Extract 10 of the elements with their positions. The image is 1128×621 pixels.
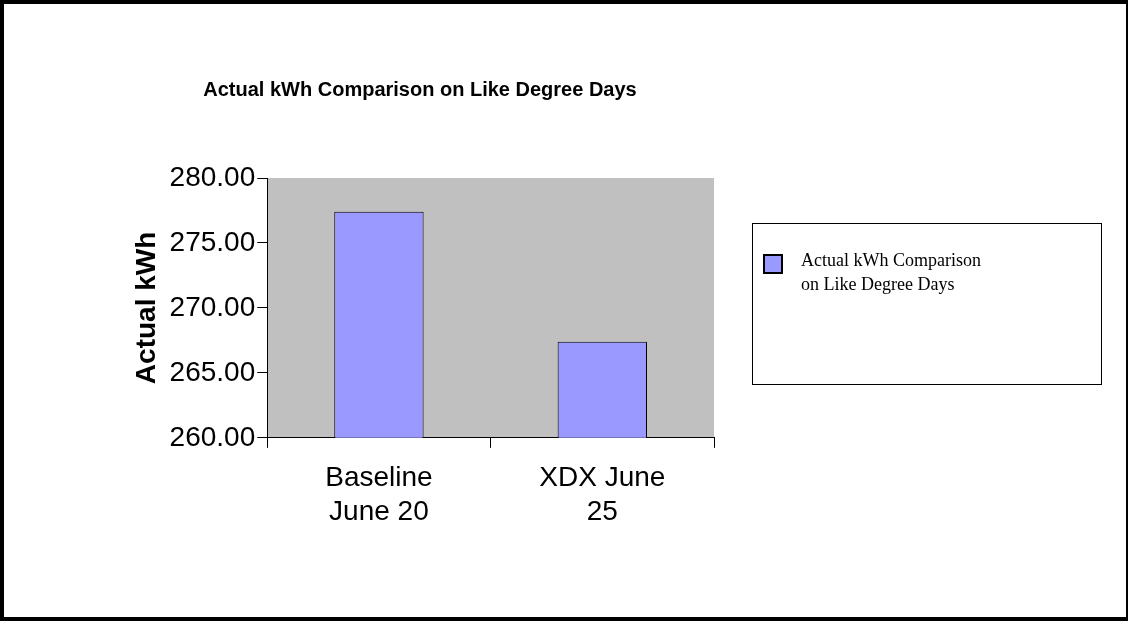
- y-tick-label: 270.00: [169, 290, 256, 322]
- y-axis-title: Actual kWh: [129, 231, 161, 385]
- chart-title: Actual kWh Comparison on Like Degree Days: [203, 77, 637, 100]
- y-tick-label: 260.00: [169, 420, 256, 452]
- x-tick-label: XDX June 25: [539, 461, 666, 526]
- y-tick-label: 275.00: [169, 225, 256, 257]
- legend-label: Actual kWh Comparison on Like Degree Days: [801, 249, 982, 296]
- y-tick-label: 265.00: [169, 355, 256, 387]
- x-tick-label: Baseline June 20: [325, 461, 433, 526]
- y-tick-label: 280.00: [169, 160, 256, 192]
